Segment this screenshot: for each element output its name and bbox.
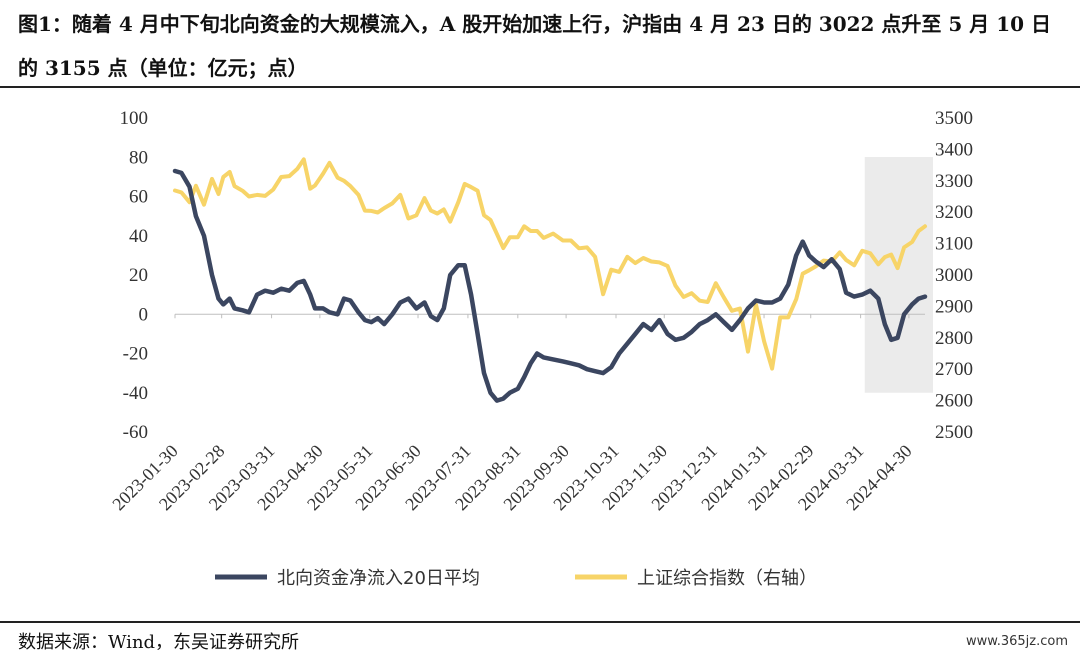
y-left-tick-label: 0 (139, 304, 149, 325)
y-axis-right: 3500 3400 3300 3200 3100 3000 2900 2800 2700 2600… (935, 108, 973, 443)
y-left-tick-label: 40 (129, 226, 148, 247)
highlight-region (864, 157, 933, 393)
y-right-tick-label: 2700 (935, 359, 973, 380)
legend-item-northbound-label: 北向资金净流入20日平均 (277, 568, 480, 589)
y-left-tick-label: 20 (129, 265, 148, 286)
y-right-tick-label: 3200 (935, 202, 973, 223)
y-right-tick-label: 3100 (935, 234, 973, 255)
chart-area: 100 80 60 40 20 0 -20 -40 -60 3500 3400 3300 3200 31… (108, 108, 973, 589)
y-left-tick-label: -60 (123, 422, 148, 443)
y-left-tick-label: -20 (123, 344, 148, 365)
source-note: 数据来源：Wind，东吴证券研究所 (18, 632, 300, 653)
y-left-tick-label: 60 (129, 187, 148, 208)
x-axis: 2023-01-302023-02-282023-03-312023-04-30… (108, 314, 916, 514)
y-right-tick-label: 2900 (935, 296, 973, 317)
y-left-tick-label: 80 (129, 147, 148, 168)
y-left-tick-label: -40 (123, 383, 148, 404)
legend: 北向资金净流入20日平均 上证综合指数（右轴） (215, 568, 817, 589)
legend-item-sse-label: 上证综合指数（右轴） (637, 568, 817, 589)
y-left-tick-label: 100 (120, 108, 149, 129)
y-right-tick-label: 2500 (935, 422, 973, 443)
y-right-tick-label: 3000 (935, 265, 973, 286)
y-axis-left: 100 80 60 40 20 0 -20 -40 -60 (120, 108, 149, 443)
chart-title: 图1：随着 4 月中下旬北向资金的大规模流入，A 股开始加速上行，沪指由 4 月… (18, 12, 1052, 80)
y-right-tick-label: 3300 (935, 171, 973, 192)
y-right-tick-label: 2800 (935, 328, 973, 349)
northbound-flow-line (172, 168, 928, 403)
y-right-tick-label: 3500 (935, 108, 973, 129)
sse-index-line (173, 157, 927, 371)
bottom-divider (0, 621, 1080, 623)
y-right-tick-label: 3400 (935, 139, 973, 160)
y-right-tick-label: 2600 (935, 391, 973, 412)
top-divider (0, 86, 1080, 88)
watermark: www.365jz.com (966, 634, 1068, 649)
series-lines (172, 157, 928, 403)
